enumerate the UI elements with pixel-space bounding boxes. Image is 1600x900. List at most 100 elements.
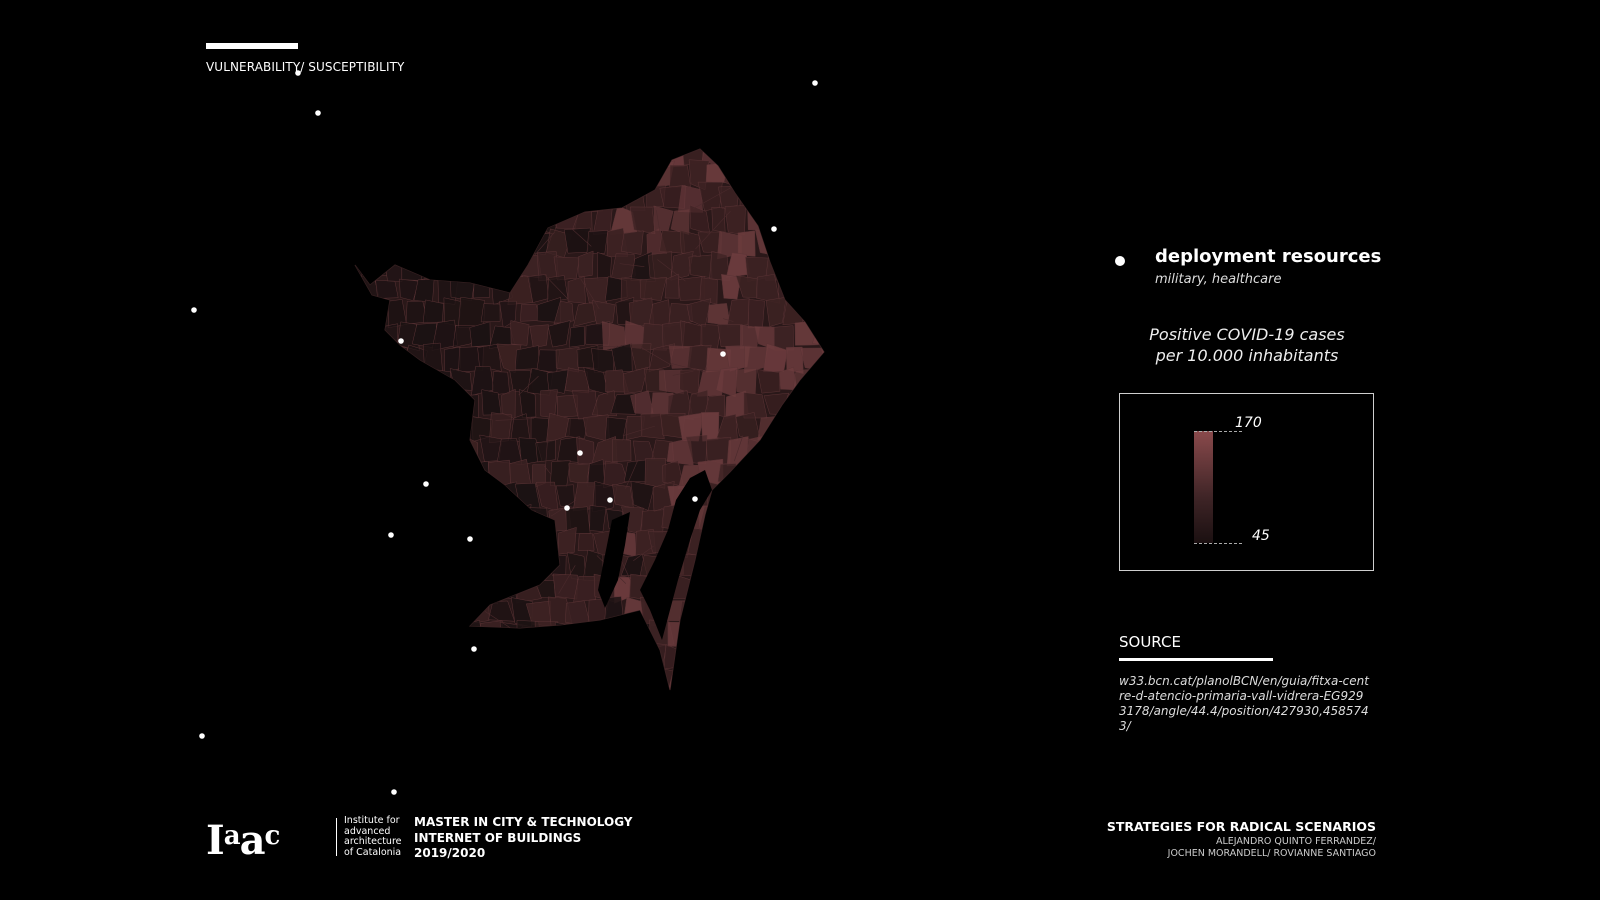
district-area [508, 504, 532, 532]
district-area [452, 325, 476, 348]
district-area [355, 578, 371, 599]
street-line [417, 445, 427, 474]
district-area [815, 509, 824, 532]
district-area [420, 618, 446, 649]
district-area [481, 206, 505, 236]
district-area [355, 209, 370, 234]
district-area [688, 254, 713, 279]
district-area [424, 665, 442, 690]
resource-marker[interactable] [812, 80, 818, 86]
district-area [603, 149, 628, 165]
street-line [580, 278, 600, 309]
district-area [355, 389, 371, 418]
district-area [478, 250, 503, 278]
district-area [802, 299, 824, 326]
district-area [781, 252, 807, 278]
district-area [670, 250, 694, 281]
district-area [776, 504, 796, 531]
resource-marker[interactable] [692, 496, 698, 502]
district-area [364, 618, 389, 646]
resource-marker[interactable] [471, 646, 477, 652]
district-area [360, 234, 378, 257]
district-area [737, 462, 762, 486]
street-line [623, 641, 646, 657]
street-line [550, 500, 577, 517]
district-area [814, 181, 824, 211]
district-area [825, 206, 842, 234]
program-title: MASTER IN CITY & TECHNOLOGY [414, 815, 633, 829]
district-area [377, 550, 399, 581]
resource-marker[interactable] [391, 789, 397, 795]
marker-legend-icon [1115, 256, 1125, 266]
street-line [698, 553, 732, 578]
district-area [412, 555, 439, 574]
street-line [379, 193, 385, 197]
resource-marker[interactable] [771, 226, 777, 232]
district-area [754, 503, 780, 531]
district-area [355, 482, 370, 510]
district-area [753, 458, 781, 487]
district-area [736, 555, 761, 579]
resource-marker[interactable] [295, 70, 301, 76]
district-area [431, 149, 454, 163]
district-area [554, 667, 579, 690]
resource-marker[interactable] [577, 450, 583, 456]
district-area [364, 437, 389, 464]
district-area [458, 575, 482, 603]
street-line [722, 318, 734, 322]
district-area [820, 620, 824, 649]
district-area [507, 550, 534, 579]
district-area [804, 665, 824, 690]
resource-marker[interactable] [564, 505, 570, 511]
resource-marker[interactable] [398, 338, 404, 344]
district-area [739, 504, 761, 535]
district-area [804, 528, 824, 557]
street-line [637, 345, 674, 367]
resource-marker[interactable] [388, 532, 394, 538]
district-area [648, 343, 676, 372]
district-area [395, 506, 416, 534]
institute-line: Institute for [344, 815, 400, 826]
district-area [592, 481, 617, 513]
district-area [822, 256, 824, 282]
district-area [491, 371, 510, 396]
district-area [812, 370, 824, 396]
program-subtitle: INTERNET OF BUILDINGS [414, 830, 582, 845]
district-area [718, 508, 737, 534]
district-area [508, 229, 528, 254]
district-area [355, 460, 363, 489]
district-area [717, 595, 742, 628]
district-area [801, 255, 823, 279]
resource-marker[interactable] [315, 110, 321, 116]
scale-max-label: 170 [1235, 415, 1262, 431]
district-area [812, 149, 824, 167]
resource-marker[interactable] [199, 733, 205, 739]
street-line [504, 561, 510, 589]
resource-marker[interactable] [607, 497, 613, 503]
district-area [630, 664, 652, 690]
district-area [461, 159, 482, 187]
district-area [528, 182, 549, 208]
district-area [546, 149, 566, 167]
district-area [553, 300, 574, 325]
district-area [439, 666, 463, 690]
district-area [355, 182, 378, 207]
district-area [385, 344, 408, 373]
street-line [361, 492, 397, 524]
resource-marker[interactable] [720, 351, 726, 357]
district-area [414, 149, 434, 167]
resource-marker[interactable] [467, 536, 473, 542]
resource-marker[interactable] [423, 481, 429, 487]
project-title: STRATEGIES FOR RADICAL SCENARIOS [1106, 819, 1376, 834]
district-area [401, 159, 427, 190]
street-line [453, 263, 485, 275]
district-area [415, 371, 436, 398]
district-area [358, 458, 376, 484]
district-area [363, 575, 385, 603]
district-area [747, 299, 765, 329]
district-area [375, 149, 401, 163]
source-link[interactable]: w33.bcn.cat/planolBCN/en/guia/fitxa-cent… [1119, 674, 1369, 733]
resource-marker[interactable] [191, 307, 197, 313]
district-area [526, 149, 553, 165]
district-area [477, 574, 503, 605]
